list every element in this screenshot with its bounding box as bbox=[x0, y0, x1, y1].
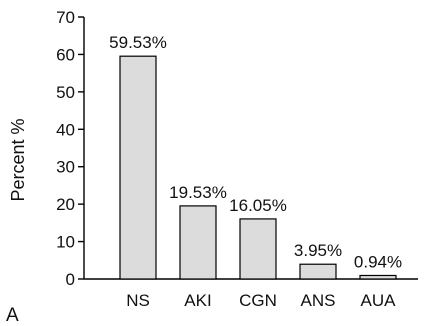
y-tick-label: 20 bbox=[56, 195, 75, 214]
x-tick-label-ns: NS bbox=[126, 291, 150, 310]
x-tick-label-ans: ANS bbox=[301, 291, 336, 310]
y-tick-label: 60 bbox=[56, 45, 75, 64]
category-labels: NS AKI CGN ANS AUA bbox=[126, 291, 396, 310]
bar-ns bbox=[119, 55, 157, 280]
y-tick-label: 10 bbox=[56, 233, 75, 252]
x-tick-label-aki: AKI bbox=[184, 291, 211, 310]
y-tick-label: 40 bbox=[56, 120, 75, 139]
data-labels: 59.53% 19.53%16.05% 3.95% 0.94% bbox=[109, 33, 402, 271]
data-label-ns: 59.53% bbox=[109, 33, 167, 52]
bar-cgn bbox=[239, 218, 277, 280]
y-tick-label: 30 bbox=[56, 158, 75, 177]
y-ticks: 0 10 20 30 40 50 60 70 bbox=[56, 8, 84, 289]
data-label-cgn: 16.05% bbox=[229, 196, 287, 215]
bar-aua bbox=[359, 274, 397, 280]
bar-aki bbox=[179, 205, 217, 280]
x-tick-label-aua: AUA bbox=[361, 291, 397, 310]
data-label-aua: 0.94% bbox=[354, 252, 402, 271]
bar-ans bbox=[299, 263, 337, 280]
panel-label: A bbox=[6, 305, 19, 326]
x-tick-label-cgn: CGN bbox=[239, 291, 277, 310]
y-tick-label: 0 bbox=[66, 270, 75, 289]
y-tick-label: 50 bbox=[56, 83, 75, 102]
data-label-ans: 3.95% bbox=[294, 241, 342, 260]
y-axis-title: Percent % bbox=[8, 118, 28, 201]
data-label-aki: 19.53% bbox=[169, 183, 227, 202]
y-tick-label: 70 bbox=[56, 8, 75, 27]
bars bbox=[119, 55, 397, 280]
